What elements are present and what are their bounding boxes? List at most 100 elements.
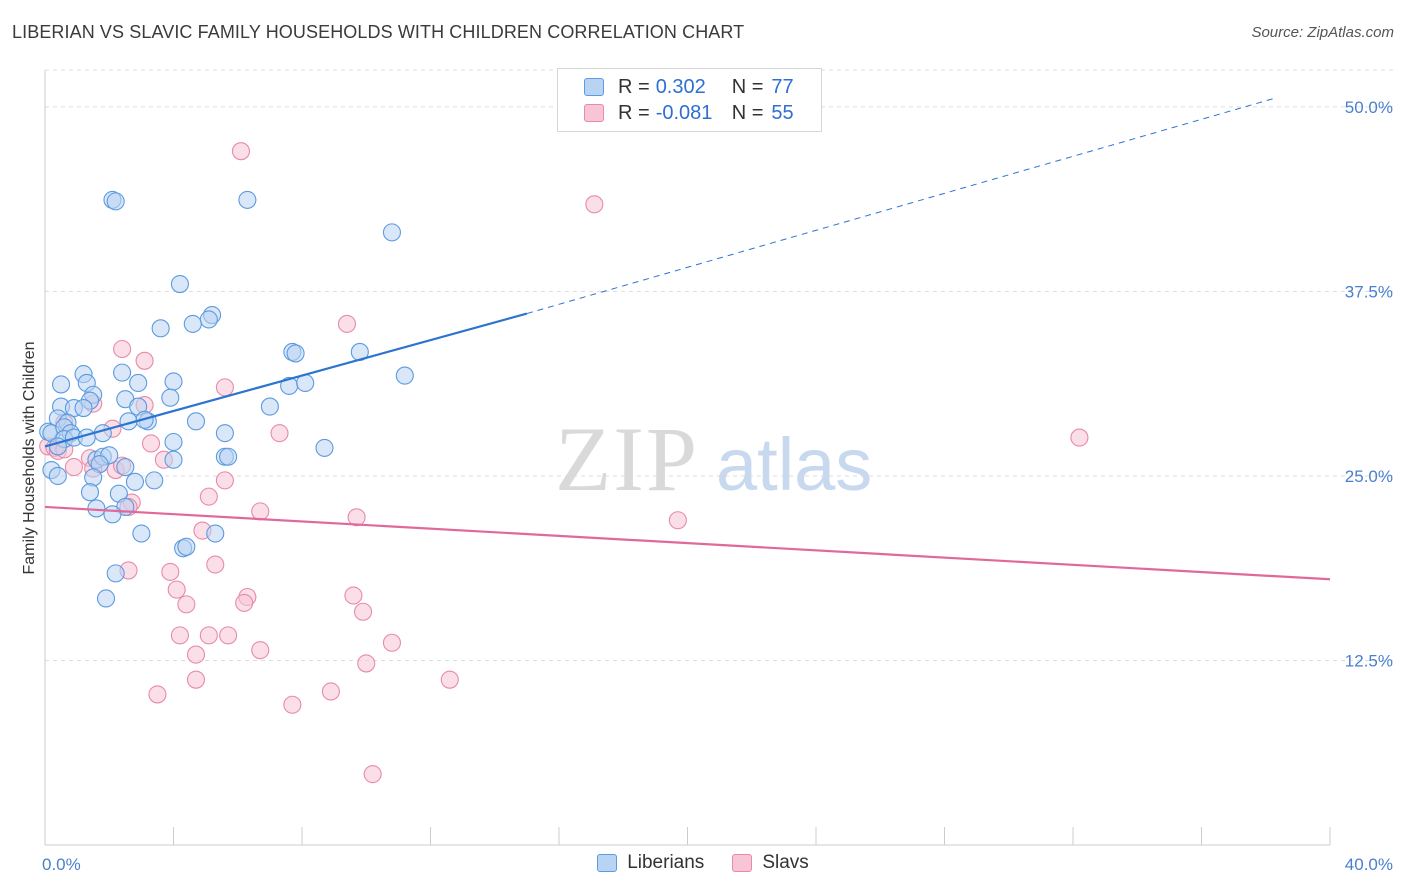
liberians-point bbox=[125, 472, 144, 491]
y-tick-label: 50.0% bbox=[1345, 98, 1393, 117]
slavs-point bbox=[186, 645, 206, 664]
liberians-point bbox=[199, 310, 218, 329]
legend-row-slavs: R = -0.081 N = 55 bbox=[584, 100, 794, 126]
liberians-point bbox=[129, 373, 148, 393]
slavs-point bbox=[270, 424, 289, 443]
liberians-point bbox=[103, 505, 122, 524]
slavs-point bbox=[177, 595, 196, 614]
slavs-point bbox=[440, 670, 459, 689]
legend-n-value: 55 bbox=[771, 101, 794, 124]
slavs-point bbox=[321, 682, 340, 701]
liberians-point bbox=[177, 537, 196, 556]
slavs-point bbox=[64, 458, 83, 477]
liberians-point bbox=[164, 432, 183, 452]
watermark-zip: ZIP bbox=[555, 408, 699, 510]
liberians-point bbox=[113, 363, 132, 382]
series-legend: Liberians Slavs bbox=[0, 852, 1406, 874]
y-tick-label: 12.5% bbox=[1345, 651, 1393, 670]
legend-n-label: N = bbox=[731, 101, 764, 124]
x-tick-label: 0.0% bbox=[42, 855, 81, 874]
legend-item-slavs[interactable]: Slavs bbox=[732, 852, 809, 874]
slavs-point bbox=[148, 685, 167, 704]
slavs-point bbox=[113, 339, 132, 359]
axes bbox=[44, 70, 1331, 846]
liberians-point bbox=[74, 398, 93, 418]
slavs-point bbox=[170, 626, 189, 645]
liberians-swatch-icon bbox=[597, 854, 618, 872]
liberians-point bbox=[96, 589, 116, 608]
liberians-point bbox=[395, 366, 414, 385]
slavs-point bbox=[585, 195, 604, 214]
y-axis-title: Family Households with Children bbox=[21, 342, 38, 575]
legend-r-label: R = bbox=[618, 101, 650, 124]
legend-item-liberians[interactable]: Liberians bbox=[597, 852, 704, 874]
slavs-swatch-icon bbox=[732, 854, 753, 872]
legend-r-value: 0.302 bbox=[655, 75, 706, 98]
slavs-point bbox=[215, 378, 234, 397]
slavs-point bbox=[161, 562, 180, 581]
liberians-point bbox=[382, 223, 402, 242]
slavs-point bbox=[219, 626, 238, 645]
liberians-point bbox=[106, 192, 125, 211]
liberians-point bbox=[315, 438, 334, 457]
liberians-trend-line bbox=[44, 312, 528, 448]
liberians-trend-extension bbox=[526, 97, 1276, 315]
slavs-point bbox=[235, 593, 254, 612]
correlation-legend: R = 0.302 N = 77 R = -0.081 N = 55 bbox=[557, 68, 822, 132]
liberians-points bbox=[39, 190, 414, 608]
liberians-point bbox=[219, 447, 238, 466]
slavs-point bbox=[382, 633, 402, 652]
slavs-point bbox=[668, 511, 687, 530]
trend-lines bbox=[44, 97, 1331, 581]
liberians-point bbox=[238, 190, 257, 209]
liberians-point bbox=[80, 483, 100, 502]
slavs-point bbox=[186, 670, 206, 689]
slavs-point bbox=[347, 508, 366, 527]
liberians-point bbox=[260, 397, 279, 416]
legend-label-liberians: Liberians bbox=[627, 852, 705, 873]
liberians-point bbox=[116, 458, 135, 477]
slavs-swatch-icon bbox=[584, 104, 604, 122]
liberians-point bbox=[106, 564, 125, 583]
liberians-point bbox=[215, 424, 234, 443]
liberians-point bbox=[164, 372, 183, 391]
liberians-point bbox=[161, 388, 180, 407]
liberians-point bbox=[132, 524, 151, 543]
slavs-point bbox=[1070, 428, 1089, 447]
liberians-point bbox=[170, 274, 189, 294]
watermark-atlas: atlas bbox=[716, 423, 872, 506]
y-tick-label: 37.5% bbox=[1345, 282, 1393, 301]
slavs-point bbox=[231, 142, 251, 161]
slavs-point bbox=[251, 641, 270, 660]
y-tick-label: 25.0% bbox=[1345, 467, 1393, 486]
slavs-point bbox=[199, 487, 218, 506]
liberians-point bbox=[145, 471, 164, 490]
slavs-point bbox=[353, 602, 373, 621]
slavs-points bbox=[39, 142, 1089, 784]
liberians-point bbox=[84, 468, 103, 487]
slavs-point bbox=[199, 626, 218, 645]
slavs-point bbox=[344, 586, 363, 605]
slavs-point bbox=[251, 502, 270, 521]
slavs-point bbox=[167, 580, 186, 599]
liberians-point bbox=[151, 319, 170, 338]
slavs-point bbox=[141, 434, 161, 453]
slavs-point bbox=[215, 471, 234, 490]
liberians-point bbox=[52, 375, 71, 394]
legend-r-value: -0.081 bbox=[655, 101, 713, 124]
legend-row-liberians: R = 0.302 N = 77 bbox=[584, 74, 794, 100]
liberians-point bbox=[286, 344, 305, 363]
chart-title: LIBERIAN VS SLAVIC FAMILY HOUSEHOLDS WIT… bbox=[12, 22, 745, 42]
slavs-point bbox=[135, 351, 154, 370]
tick-labels: 12.5% 25.0% 37.5% 50.0% 0.0% 40.0% bbox=[42, 98, 1393, 874]
slavs-point bbox=[363, 765, 382, 784]
source-label: Source: ZipAtlas.com bbox=[1251, 24, 1394, 41]
legend-n-value: 77 bbox=[771, 75, 794, 98]
liberians-point bbox=[183, 314, 202, 333]
slavs-point bbox=[337, 314, 357, 333]
liberians-point bbox=[186, 412, 206, 431]
liberians-point bbox=[164, 450, 183, 469]
legend-label-slavs: Slavs bbox=[762, 852, 809, 873]
slavs-point bbox=[206, 555, 225, 574]
